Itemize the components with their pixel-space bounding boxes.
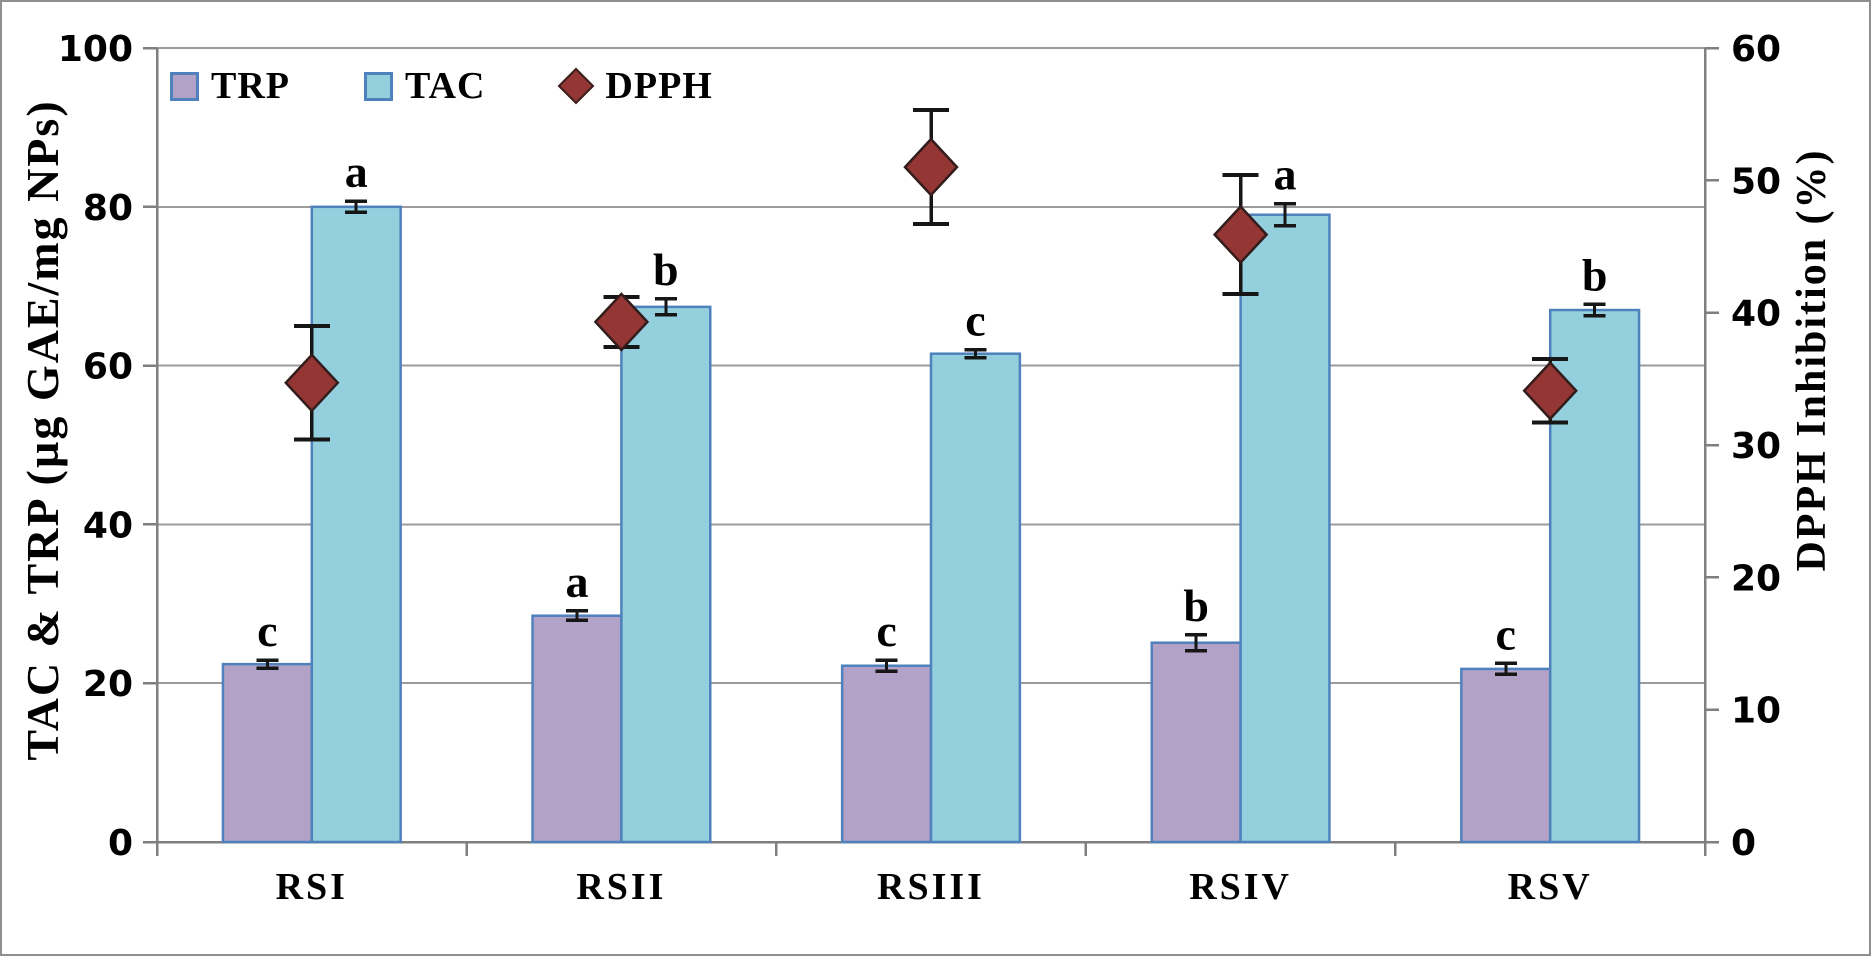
- left-axis-title: TAC & TRP (µg GAE/mg NPs): [17, 99, 68, 761]
- right-tick-label: 0: [1731, 823, 1756, 864]
- left-tick-label: 80: [83, 188, 133, 229]
- sig-letter-tac-rsiii: c: [965, 295, 985, 346]
- sig-letter-trp-rsii: a: [565, 556, 588, 607]
- right-tick-label: 40: [1731, 294, 1781, 335]
- bar-trp-rsiii: [840, 664, 933, 844]
- sig-letter-trp-rsiv: b: [1183, 580, 1209, 631]
- legend-label-dpph: DPPH: [605, 65, 713, 107]
- legend-item-tac: TAC: [364, 64, 485, 108]
- dpph-marker-rsi: [284, 352, 340, 413]
- bar-tac-rsiii: [929, 352, 1022, 844]
- sig-letter-trp-rsi: c: [257, 605, 277, 656]
- dpph-diamond-icon: [558, 67, 595, 105]
- right-tick-label: 10: [1731, 691, 1781, 732]
- bar-tac-rsi: [310, 205, 402, 844]
- left-tick-label: 40: [83, 505, 133, 546]
- trp-swatch-icon: [170, 71, 199, 101]
- bar-trp-rsiv: [1150, 641, 1242, 844]
- right-tick-label: 60: [1731, 29, 1781, 70]
- legend: TRP TAC DPPH: [170, 64, 713, 108]
- sig-letter-tac-rsi: a: [345, 146, 368, 197]
- dpph-marker-rsiii: [903, 137, 959, 197]
- legend-item-dpph: DPPH: [558, 64, 713, 108]
- tac-swatch-icon: [364, 71, 393, 101]
- legend-item-trp: TRP: [170, 64, 290, 108]
- sig-letter-trp-rsiii: c: [876, 605, 896, 656]
- legend-label-trp: TRP: [211, 65, 290, 107]
- category-label-rsi: RSI: [276, 866, 348, 908]
- bar-tac-rsiv: [1239, 213, 1331, 844]
- dpph-marker-rsii: [593, 292, 650, 352]
- sig-letter-tac-rsii: b: [653, 244, 679, 295]
- left-tick-label: 0: [108, 823, 133, 864]
- category-label-rsiv: RSIV: [1189, 866, 1292, 908]
- right-tick-label: 30: [1731, 426, 1781, 467]
- category-label-rsii: RSII: [576, 866, 666, 908]
- bar-trp-rsv: [1460, 667, 1552, 844]
- bar-trp-rsii: [531, 614, 623, 844]
- sig-letter-tac-rsv: b: [1582, 249, 1608, 300]
- sig-letter-tac-rsiv: a: [1274, 149, 1297, 200]
- sig-letter-trp-rsv: c: [1496, 608, 1516, 659]
- right-tick-label: 20: [1731, 558, 1781, 599]
- category-label-rsv: RSV: [1508, 866, 1593, 908]
- legend-label-tac: TAC: [405, 65, 486, 107]
- category-label-rsiii: RSIII: [877, 866, 985, 908]
- bar-trp-rsi: [221, 662, 314, 844]
- left-tick-label: 100: [58, 29, 133, 70]
- dpph-marker-rsiv: [1212, 204, 1269, 265]
- right-axis-title: DPPH Inhibition (%): [1789, 148, 1835, 572]
- left-tick-label: 20: [83, 664, 133, 705]
- left-tick-label: 60: [83, 347, 133, 388]
- bar-tac-rsii: [620, 305, 712, 844]
- right-tick-label: 50: [1731, 161, 1781, 202]
- dpph-marker-rsv: [1522, 360, 1578, 421]
